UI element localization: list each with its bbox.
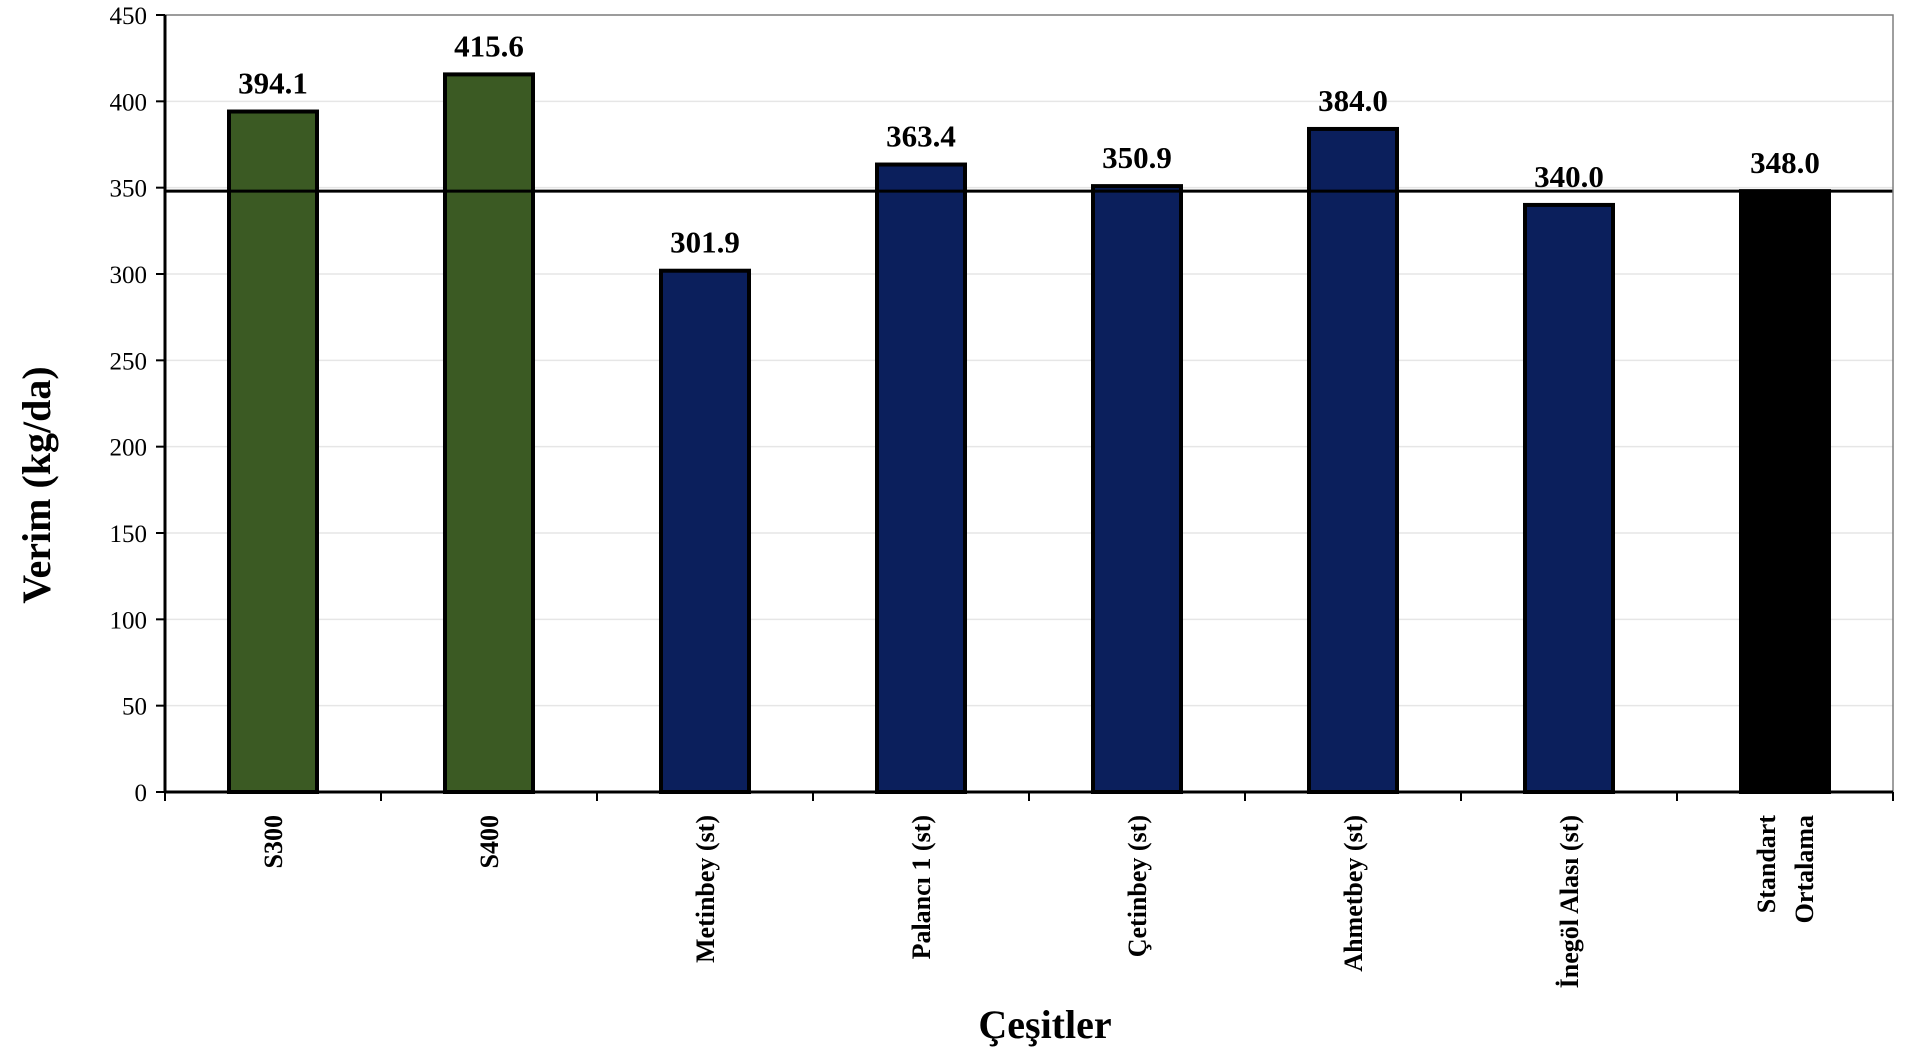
bar (443, 72, 535, 794)
data-label: 415.6 (454, 28, 524, 63)
x-category-labels: S300 S400 Metinbey (st) Palancı 1 (st) Çetin… (259, 815, 1819, 989)
category-label-group: Metinbey (st) (691, 815, 720, 963)
x-category-label: İnegöl Alası (st) (1555, 815, 1584, 988)
data-label: 384.0 (1318, 83, 1388, 118)
x-category-label: Çetinbey (st) (1123, 815, 1152, 957)
bar (659, 268, 751, 794)
y-tick-label: 450 (110, 3, 148, 30)
y-tick-label: 50 (122, 694, 147, 721)
data-label: 340.0 (1534, 159, 1604, 194)
data-label: 350.9 (1102, 140, 1172, 175)
y-axis-title: Verim (kg/da) (14, 366, 59, 603)
x-category-label: Ortalama (1790, 815, 1819, 923)
data-label: 301.9 (670, 225, 740, 260)
bar (1523, 202, 1615, 794)
data-label: 394.1 (238, 66, 308, 101)
axes (156, 14, 1894, 801)
y-tick-label: 400 (110, 89, 148, 116)
data-labels: 394.1 415.6 301.9 363.4 350.9 384.0 340.0 348.0 (238, 28, 1820, 259)
data-label: 363.4 (886, 119, 956, 154)
category-label-group: S400 (475, 815, 504, 868)
category-label-group: İnegöl Alası (st) (1555, 815, 1584, 988)
x-axis-title: Çeşitler (978, 1002, 1111, 1047)
data-label: 348.0 (1750, 145, 1820, 180)
bar (227, 109, 319, 794)
bar (1307, 126, 1399, 794)
category-label-group: Palancı 1 (st) (907, 815, 936, 959)
bar (1091, 184, 1183, 794)
x-category-label: S300 (259, 815, 288, 868)
y-tick-label: 150 (110, 521, 148, 548)
category-label-group: Çetinbey (st) (1123, 815, 1152, 957)
x-category-label: S400 (475, 815, 504, 868)
x-category-label: Ahmetbey (st) (1339, 815, 1368, 972)
y-tick-label: 350 (110, 176, 148, 203)
bar (1739, 189, 1831, 794)
x-category-label: Palancı 1 (st) (907, 815, 936, 959)
y-tick-labels: 0 50 100 150 200 250 300 350 400 450 (110, 3, 148, 807)
category-label-group: Standart Ortalama (1752, 815, 1819, 924)
plot-area-border (164, 14, 1894, 793)
x-category-label: Standart (1752, 815, 1781, 914)
gridlines (165, 14, 1893, 707)
y-tick-label: 0 (135, 780, 148, 807)
y-tick-label: 100 (110, 607, 148, 634)
category-label-group: Ahmetbey (st) (1339, 815, 1368, 972)
category-label-group: S300 (259, 815, 288, 868)
x-category-label: Metinbey (st) (691, 815, 720, 963)
y-tick-label: 200 (110, 435, 148, 462)
y-tick-label: 250 (110, 348, 148, 375)
y-tick-label: 300 (110, 262, 148, 289)
bars (227, 72, 1831, 794)
bar (875, 162, 967, 794)
